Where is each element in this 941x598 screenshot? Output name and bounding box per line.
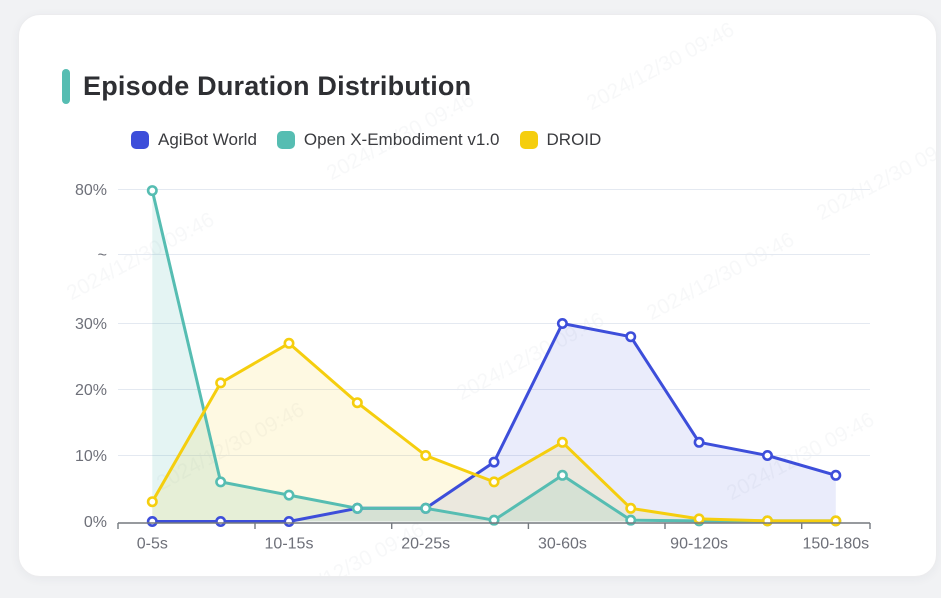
series-area-droid: [152, 343, 836, 522]
data-point-agibot-world-2: [283, 515, 295, 527]
data-point-droid-1: [215, 377, 227, 389]
data-point-droid-9: [761, 515, 773, 527]
data-point-droid-6: [556, 436, 568, 448]
y-axis-label: 0%: [84, 514, 107, 531]
data-point-agibot-world-10: [830, 469, 842, 481]
legend-swatch-agibot-world: [131, 131, 149, 149]
data-point-open-x-embodiment-v1-0-2: [283, 489, 295, 501]
data-point-agibot-world-8: [693, 436, 705, 448]
y-axis-label: 80%: [75, 182, 107, 199]
data-point-open-x-embodiment-v1-0-5: [488, 514, 500, 526]
data-point-droid-8: [693, 513, 705, 525]
data-point-agibot-world-9: [761, 449, 773, 461]
chart-card: Episode Duration Distribution AgiBot Wor…: [18, 14, 937, 577]
data-point-agibot-world-7: [625, 331, 637, 343]
data-point-open-x-embodiment-v1-0-1: [215, 476, 227, 488]
series-area-open-x-embodiment-v1-0: [152, 190, 836, 522]
y-axis-label: 20%: [75, 382, 107, 399]
x-axis-label: 90-120s: [670, 536, 728, 553]
data-point-droid-7: [625, 502, 637, 514]
data-point-agibot-world-5: [488, 456, 500, 468]
x-axis-label: 30-60s: [538, 536, 587, 553]
legend-item-droid[interactable]: DROID: [519, 130, 602, 150]
legend-swatch-open-x-embodiment: [276, 131, 295, 149]
legend-item-agibot-world[interactable]: AgiBot World: [131, 130, 257, 150]
title-row: Episode Duration Distribution: [62, 69, 471, 104]
legend-label-agibot-world: AgiBot World: [158, 130, 257, 149]
legend-item-open-x-embodiment[interactable]: Open X-Embodiment v1.0: [276, 130, 500, 150]
chart-title: Episode Duration Distribution: [83, 71, 472, 101]
data-point-open-x-embodiment-v1-0-7: [625, 514, 637, 526]
data-point-droid-3: [351, 397, 363, 409]
data-point-droid-4: [420, 449, 432, 461]
x-axis-label: 10-15s: [265, 536, 314, 553]
data-point-open-x-embodiment-v1-0-3: [351, 502, 363, 514]
legend-label-open-x-embodiment: Open X-Embodiment v1.0: [303, 130, 500, 149]
data-point-agibot-world-1: [215, 515, 227, 527]
data-point-open-x-embodiment-v1-0-6: [556, 469, 568, 481]
data-point-agibot-world-0: [146, 515, 158, 527]
data-point-agibot-world-6: [556, 317, 568, 329]
y-axis-label: ~: [98, 247, 107, 264]
series-area-agibot-world: [152, 323, 836, 522]
data-point-droid-5: [488, 476, 500, 488]
data-point-droid-10: [830, 515, 842, 527]
y-axis-label: 10%: [75, 448, 107, 465]
data-point-droid-2: [283, 337, 295, 349]
x-axis-label: 0-5s: [137, 536, 168, 553]
data-point-droid-0: [146, 496, 158, 508]
x-axis-label: 20-25s: [401, 536, 450, 553]
data-point-open-x-embodiment-v1-0-4: [420, 502, 432, 514]
data-point-open-x-embodiment-v1-0-0: [146, 185, 158, 197]
legend: AgiBot World Open X-Embodiment v1.0 DROI…: [131, 130, 601, 150]
legend-swatch-droid: [519, 131, 538, 149]
x-axis-label: 150-180s: [802, 536, 869, 553]
title-accent-bar: [62, 69, 70, 104]
y-axis-label: 30%: [75, 316, 107, 333]
legend-label-droid: DROID: [546, 130, 602, 149]
